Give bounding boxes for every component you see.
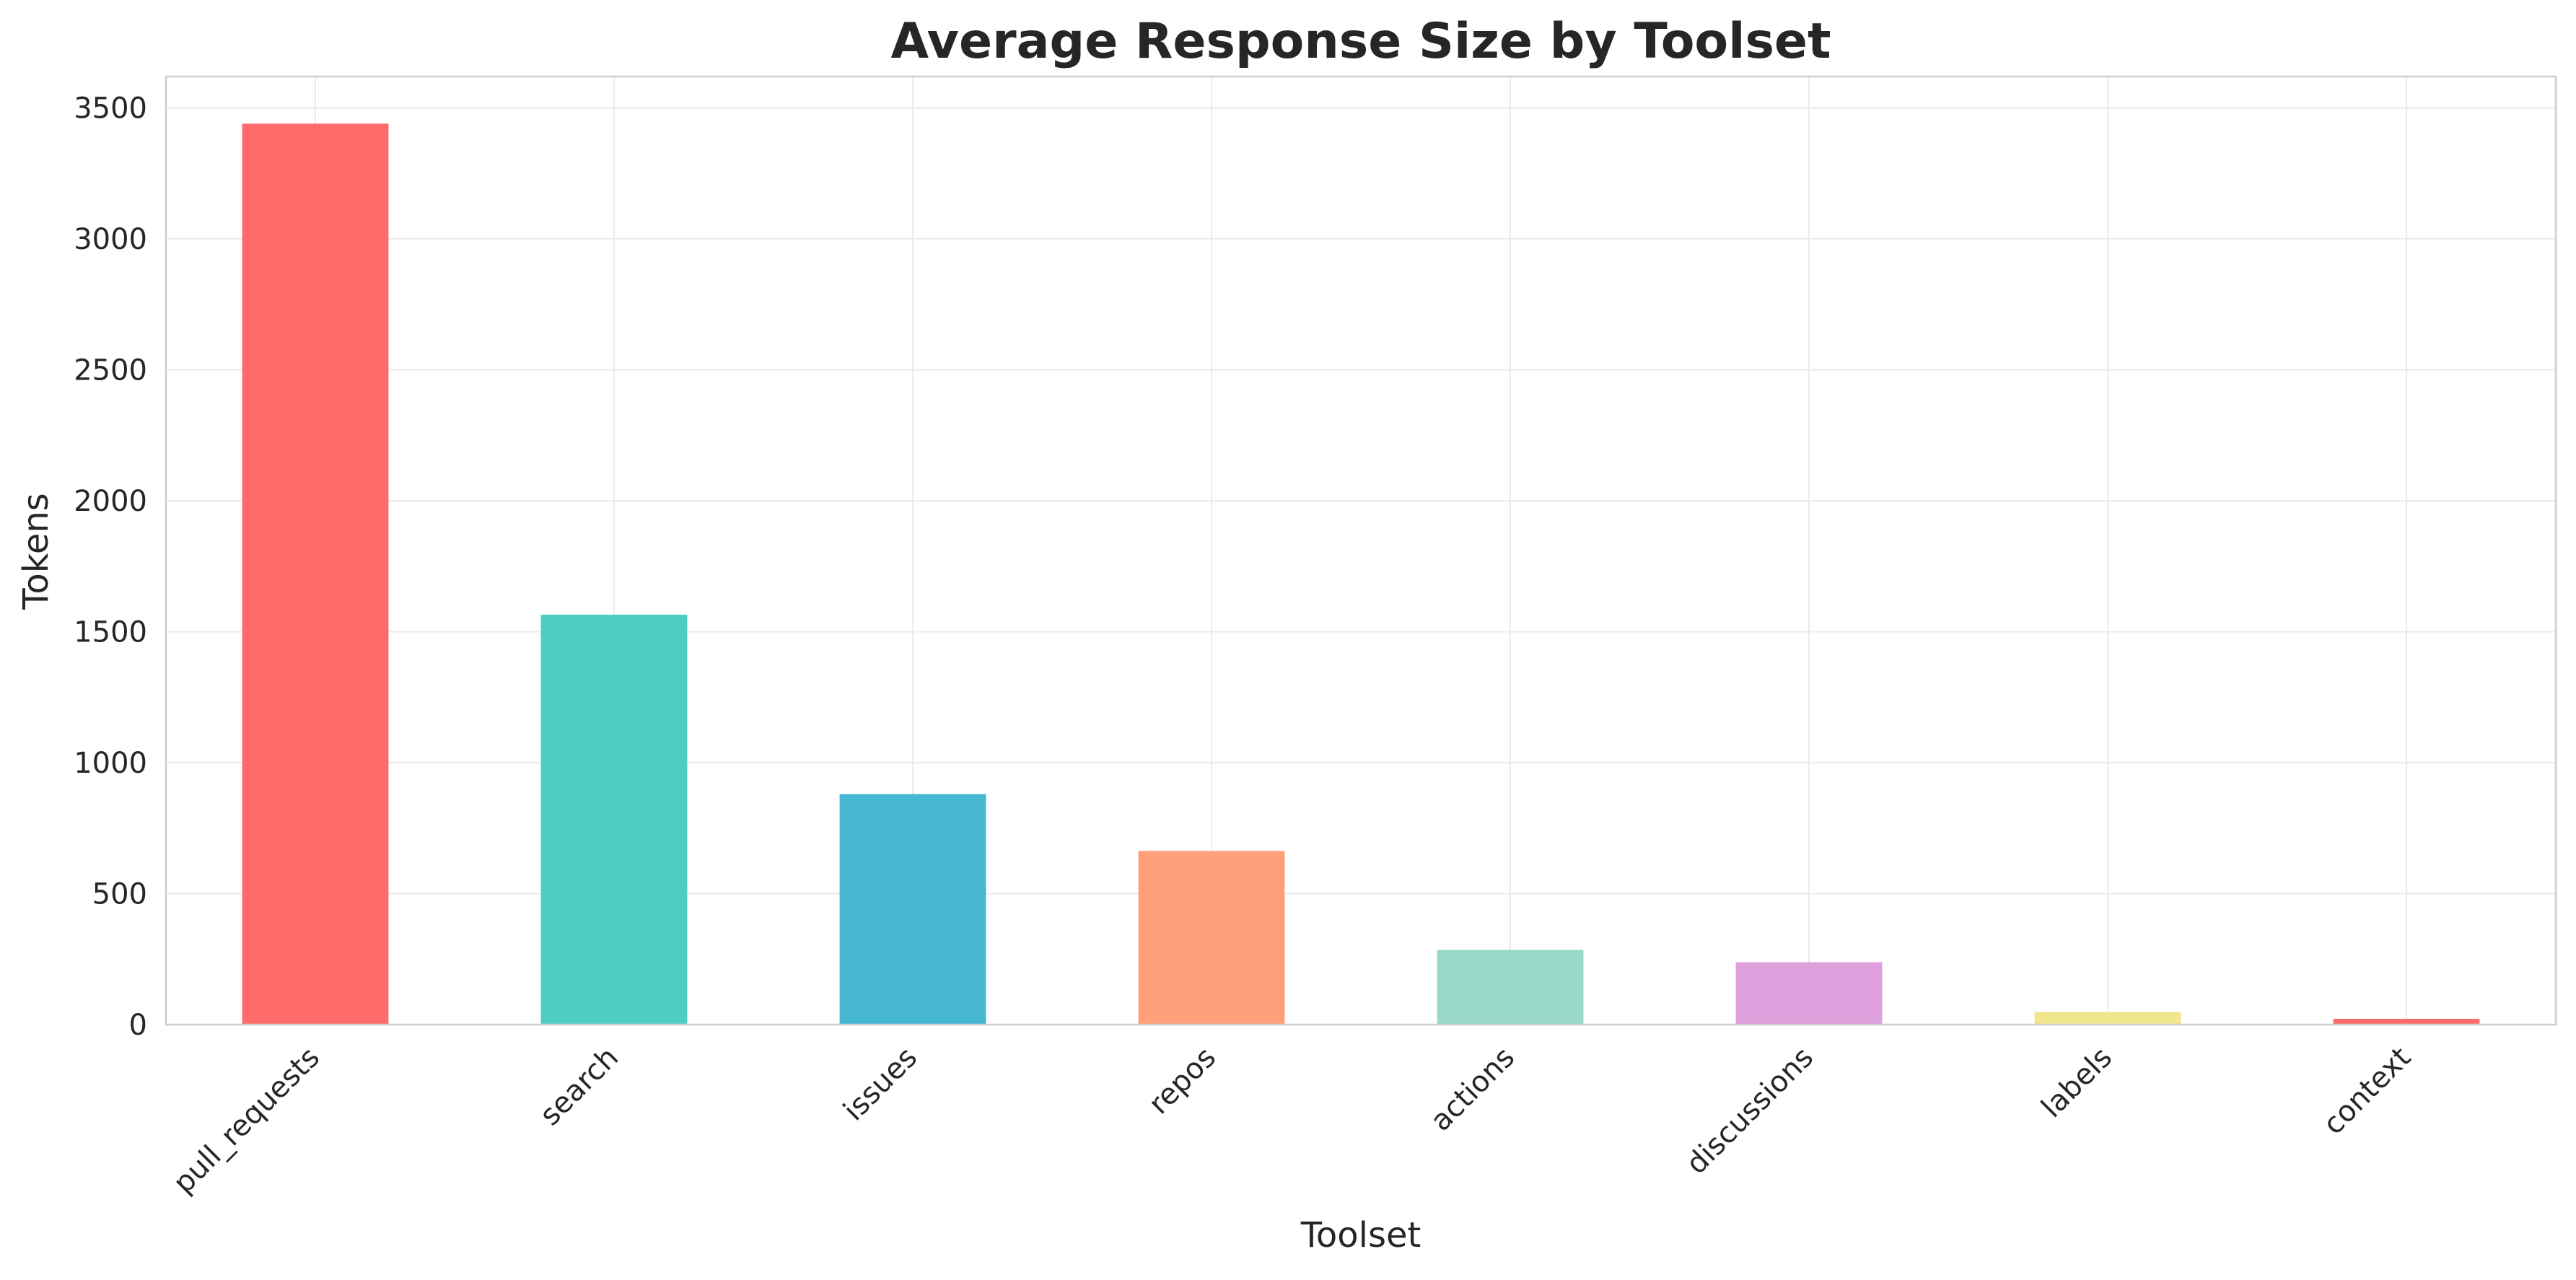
chart-title: Average Response Size by Toolset	[890, 13, 1831, 70]
y-tick-label: 500	[92, 878, 147, 911]
y-tick-label: 1500	[74, 616, 147, 649]
y-tick-label: 2000	[74, 485, 147, 518]
bar-search	[540, 614, 688, 1025]
y-tick-label: 2500	[74, 354, 147, 387]
bar-pull-requests	[242, 123, 389, 1025]
bar-context	[2333, 1019, 2480, 1025]
bars	[242, 123, 2480, 1025]
y-tick-label: 1000	[74, 747, 147, 780]
bar-labels	[2034, 1012, 2181, 1025]
bar-issues	[839, 794, 986, 1025]
bar-actions	[1437, 950, 1584, 1025]
y-tick-label: 3000	[74, 223, 147, 256]
plot-frame	[165, 75, 2557, 1026]
y-axis-ticks: 0 500 1000 1500 2000 2500 3000 3500	[74, 92, 147, 1042]
x-axis-label: Toolset	[1300, 1215, 1421, 1255]
bar-discussions	[1735, 962, 1883, 1025]
y-axis-label: Tokens	[16, 493, 56, 610]
bar-repos	[1138, 851, 1285, 1025]
y-tick-label: 3500	[74, 92, 147, 126]
y-tick-label: 0	[129, 1009, 147, 1042]
